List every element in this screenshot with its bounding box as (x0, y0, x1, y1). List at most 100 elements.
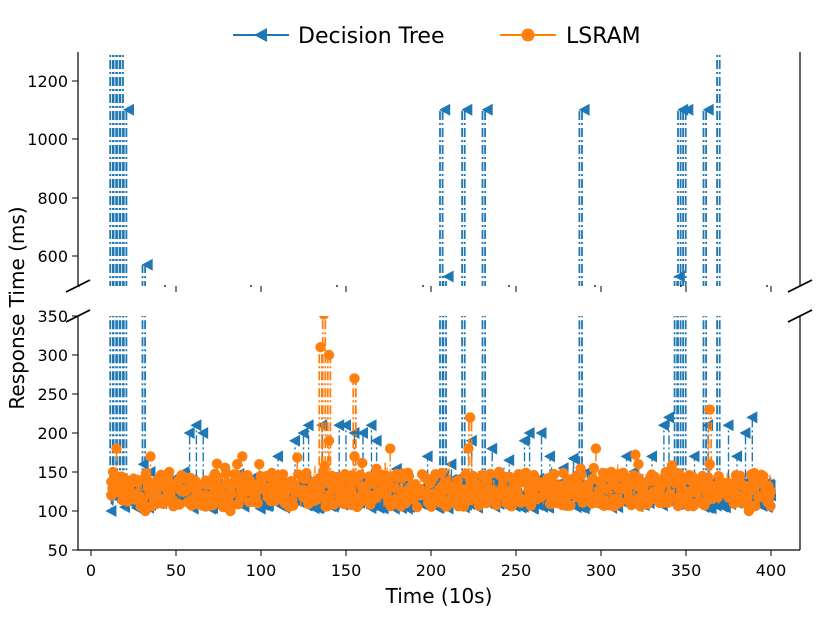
decision-tree-spike-peak (141, 258, 153, 271)
x-tick-label: 400 (756, 561, 787, 580)
lsram-point (467, 470, 479, 482)
lsram-highlight-point (106, 490, 117, 501)
lsram-highlight-point (655, 482, 666, 493)
lower-y-tick-label: 150 (37, 463, 68, 482)
lsram-highlight-point (272, 482, 284, 493)
lsram-spike-peak (349, 373, 360, 384)
lsram-highlight-point (704, 459, 715, 470)
decision-tree-highlight-point (657, 419, 669, 432)
lsram-point (292, 452, 303, 463)
x-axis-label: Time (10s) (385, 584, 493, 608)
decision-tree-highlight-point (365, 419, 377, 432)
lsram-point (212, 472, 224, 483)
lsram-highlight-point (187, 482, 199, 493)
lsram-highlight-point (140, 505, 151, 517)
lsram-point (758, 471, 769, 482)
lsram-highlight-point (279, 498, 290, 509)
decision-tree-highlight-point (663, 411, 674, 424)
lsram-point (548, 468, 560, 480)
lsram-point (614, 496, 626, 508)
lsram-highlight-point (731, 490, 743, 501)
lsram-highlight-point (424, 498, 435, 509)
x-tick-label: 150 (331, 561, 362, 580)
lsram-point (151, 491, 163, 502)
lsram-highlight-point (743, 505, 755, 517)
x-tick-label: 350 (671, 561, 702, 580)
axis-break-marks (65, 279, 813, 323)
lsram-point (734, 470, 746, 481)
lsram-point (436, 468, 447, 479)
decision-tree-highlight-point (518, 434, 530, 447)
decision-tree-highlight-point (722, 419, 734, 432)
lsram-point (520, 467, 531, 478)
decision-tree-highlight-point (297, 427, 309, 439)
lsram-point (211, 458, 223, 469)
decision-tree-highlight-point (197, 427, 209, 439)
decision-tree-highlight-point (183, 427, 195, 439)
lower-panel-data (105, 316, 777, 517)
lsram-point (403, 471, 415, 482)
lsram-point (485, 468, 496, 480)
upper-y-tick-label: 800 (37, 189, 68, 208)
lsram-point (576, 469, 587, 480)
lsram-point (411, 501, 423, 513)
lsram-point (522, 477, 533, 489)
lsram-highlight-point (765, 486, 777, 497)
lsram-point (301, 467, 312, 479)
decision-tree-point (567, 452, 579, 465)
lsram-markers (106, 435, 777, 517)
decision-tree-highlight-point (340, 419, 351, 432)
decision-tree-highlight-point (523, 427, 535, 439)
decision-tree-spike-peak (442, 270, 454, 283)
decision-tree-highlight-point (544, 450, 555, 463)
lower-y-tick-label: 50 (48, 541, 68, 560)
decision-tree-highlight-point (357, 427, 368, 439)
lower-y-tick-label: 200 (37, 424, 68, 443)
decision-tree-highlight-point (370, 434, 382, 447)
x-tick-label: 200 (416, 561, 447, 580)
lsram-point (662, 497, 674, 508)
decision-tree-highlight-point (503, 454, 515, 467)
lsram-point (388, 482, 399, 493)
decision-tree-highlight-point (421, 450, 433, 463)
x-tick-label: 250 (501, 561, 532, 580)
lsram-point (226, 488, 237, 499)
lsram-highlight-point (323, 435, 335, 446)
lsram-point (357, 457, 368, 469)
lsram-highlight-point (111, 443, 122, 454)
decision-tree-highlight-point (535, 427, 547, 439)
lsram-spike-peak (464, 412, 476, 423)
lsram-highlight-point (558, 482, 569, 493)
lsram-highlight-point (107, 466, 119, 478)
decision-tree-spike-peak (702, 103, 714, 116)
decision-tree-highlight-point (620, 450, 632, 463)
lsram-highlight-point (606, 466, 617, 478)
decision-tree-highlight-point (272, 450, 283, 463)
lsram-point (452, 475, 463, 486)
lsram-point (252, 497, 263, 509)
lsram-highlight-point (349, 451, 360, 462)
decision-tree-highlight-point (445, 458, 457, 471)
lsram-point (630, 449, 641, 460)
lsram-point (600, 483, 612, 494)
lsram-point (277, 469, 289, 480)
lsram-point (525, 500, 537, 511)
lsram-point (220, 467, 232, 479)
decision-tree-highlight-point (486, 442, 498, 455)
decision-tree-spike-peak (578, 103, 590, 116)
lower-y-tick-label: 300 (37, 346, 68, 365)
upper-y-tick-label: 1200 (27, 72, 68, 91)
decision-tree-highlight-point (289, 434, 300, 447)
lsram-point (390, 493, 401, 505)
lower-y-axis: 50 100 150 200 250 300 350 (37, 307, 78, 560)
lsram-point (287, 500, 299, 511)
lsram-point (765, 500, 776, 512)
upper-panel-frame (77, 52, 801, 287)
lsram-point (577, 497, 588, 508)
break-mark-upper-left (65, 279, 91, 293)
lsram-highlight-point (738, 498, 749, 509)
x-tick-label: 0 (86, 561, 96, 580)
lsram-highlight-point (385, 443, 396, 454)
